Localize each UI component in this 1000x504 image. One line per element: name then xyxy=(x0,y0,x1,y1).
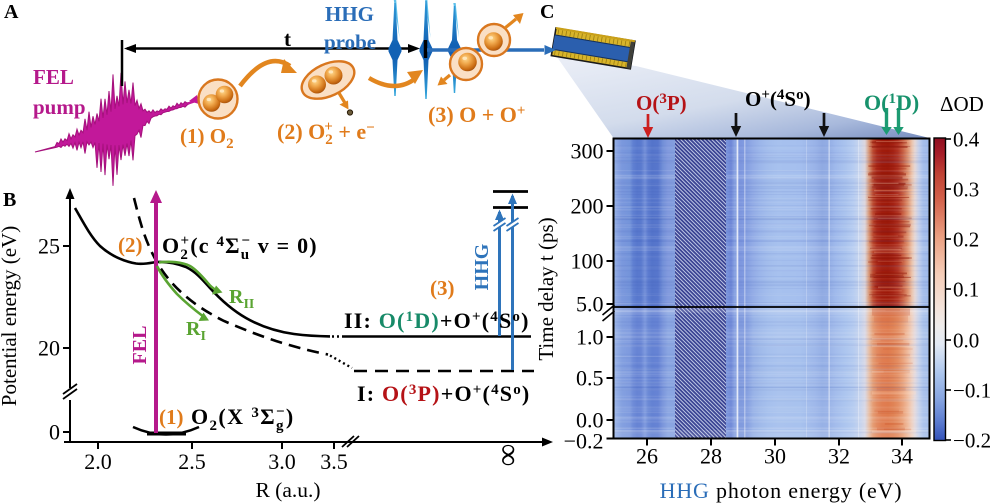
svg-text:(1) O2: (1) O2 xyxy=(180,124,234,152)
svg-text:(2): (2) xyxy=(118,233,143,257)
svg-text:pump: pump xyxy=(33,95,86,119)
svg-text:2.0: 2.0 xyxy=(84,449,112,474)
svg-text:2.5: 2.5 xyxy=(178,449,206,474)
svg-text:O2+(c 4Σu− v = 0): O2+(c 4Σu− v = 0) xyxy=(162,233,318,263)
svg-text:25: 25 xyxy=(38,234,60,259)
svg-text:30: 30 xyxy=(764,444,786,469)
svg-text:(2) O2+ + e−: (2) O2+ + e− xyxy=(277,119,375,148)
svg-text:B: B xyxy=(3,189,16,211)
svg-text:(3) O + O+: (3) O + O+ xyxy=(428,102,525,127)
svg-text:(3): (3) xyxy=(430,276,455,300)
svg-text:26: 26 xyxy=(636,444,658,469)
svg-text:−0.1: −0.1 xyxy=(953,379,991,403)
svg-text:∞: ∞ xyxy=(492,444,528,467)
svg-text:1.0: 1.0 xyxy=(576,325,604,350)
svg-text:0.2: 0.2 xyxy=(953,228,979,252)
svg-text:FEL: FEL xyxy=(129,326,151,365)
svg-text:200: 200 xyxy=(571,194,604,219)
svg-text:I: O(3P)+O+(4So): I: O(3P)+O+(4So) xyxy=(357,381,530,406)
svg-text:0.3: 0.3 xyxy=(953,178,979,202)
svg-text:0: 0 xyxy=(49,420,60,445)
svg-text:28: 28 xyxy=(700,444,722,469)
svg-text:3.0: 3.0 xyxy=(268,449,296,474)
svg-text:HHG: HHG xyxy=(325,2,374,26)
svg-text:ΔOD: ΔOD xyxy=(940,92,984,116)
svg-text:0.4: 0.4 xyxy=(953,128,980,152)
svg-text:3.5: 3.5 xyxy=(320,449,348,474)
svg-text:HHG: HHG xyxy=(471,243,493,290)
svg-text:20: 20 xyxy=(38,336,60,361)
svg-text:O2(X 3Σg−): O2(X 3Σg−) xyxy=(191,404,295,434)
svg-text:100: 100 xyxy=(571,249,604,274)
svg-text:C: C xyxy=(540,1,554,23)
svg-text:−0.2: −0.2 xyxy=(564,429,604,454)
svg-text:RI: RI xyxy=(186,318,206,344)
svg-text:FEL: FEL xyxy=(33,65,74,89)
svg-text:A: A xyxy=(4,1,19,23)
svg-text:Potential energy (eV): Potential energy (eV) xyxy=(0,226,21,406)
svg-text:34: 34 xyxy=(891,444,913,469)
svg-text:II: O(1D)+O+(4So): II: O(1D)+O+(4So) xyxy=(344,308,530,333)
svg-text:(1): (1) xyxy=(159,405,184,429)
svg-text:R (a.u.): R (a.u.) xyxy=(255,478,320,502)
svg-text:32: 32 xyxy=(828,444,850,469)
svg-text:5.0: 5.0 xyxy=(576,292,604,317)
svg-text:300: 300 xyxy=(571,139,604,164)
svg-text:Time delay t (ps): Time delay t (ps) xyxy=(534,217,558,360)
svg-text:0.0: 0.0 xyxy=(576,408,604,433)
svg-text:0.0: 0.0 xyxy=(953,329,979,353)
svg-text:−0.2: −0.2 xyxy=(953,429,991,453)
svg-text:probe: probe xyxy=(324,30,376,54)
svg-text:HHG photon energy (eV): HHG photon energy (eV) xyxy=(660,478,903,503)
svg-text:O(1D): O(1D) xyxy=(864,90,919,115)
svg-text:0.1: 0.1 xyxy=(953,278,979,302)
svg-text:0.5: 0.5 xyxy=(576,366,604,391)
svg-text:t: t xyxy=(284,27,291,51)
